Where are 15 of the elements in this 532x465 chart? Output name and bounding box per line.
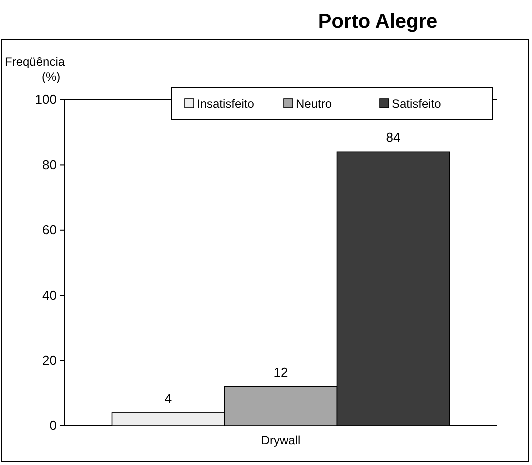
y-tick-label: 60 bbox=[42, 222, 57, 238]
legend-label: Satisfeito bbox=[392, 97, 442, 111]
y-tick-label: 80 bbox=[42, 157, 57, 172]
y-tick-label: 100 bbox=[35, 92, 57, 108]
data-label: 84 bbox=[386, 130, 401, 146]
data-label: 4 bbox=[164, 390, 172, 406]
y-axis-title: Freqüência (%) bbox=[5, 55, 66, 84]
legend-label: Neutro bbox=[296, 97, 332, 111]
chart-title: Porto Alegre bbox=[318, 11, 438, 33]
x-tick-label: Drywall bbox=[261, 434, 301, 448]
y-tick-label: 40 bbox=[42, 288, 57, 303]
y-tick-label: 20 bbox=[42, 352, 57, 368]
data-label: 12 bbox=[274, 364, 288, 380]
legend-label: Insatisfeito bbox=[197, 97, 255, 111]
y-tick-label: 0 bbox=[50, 418, 57, 434]
